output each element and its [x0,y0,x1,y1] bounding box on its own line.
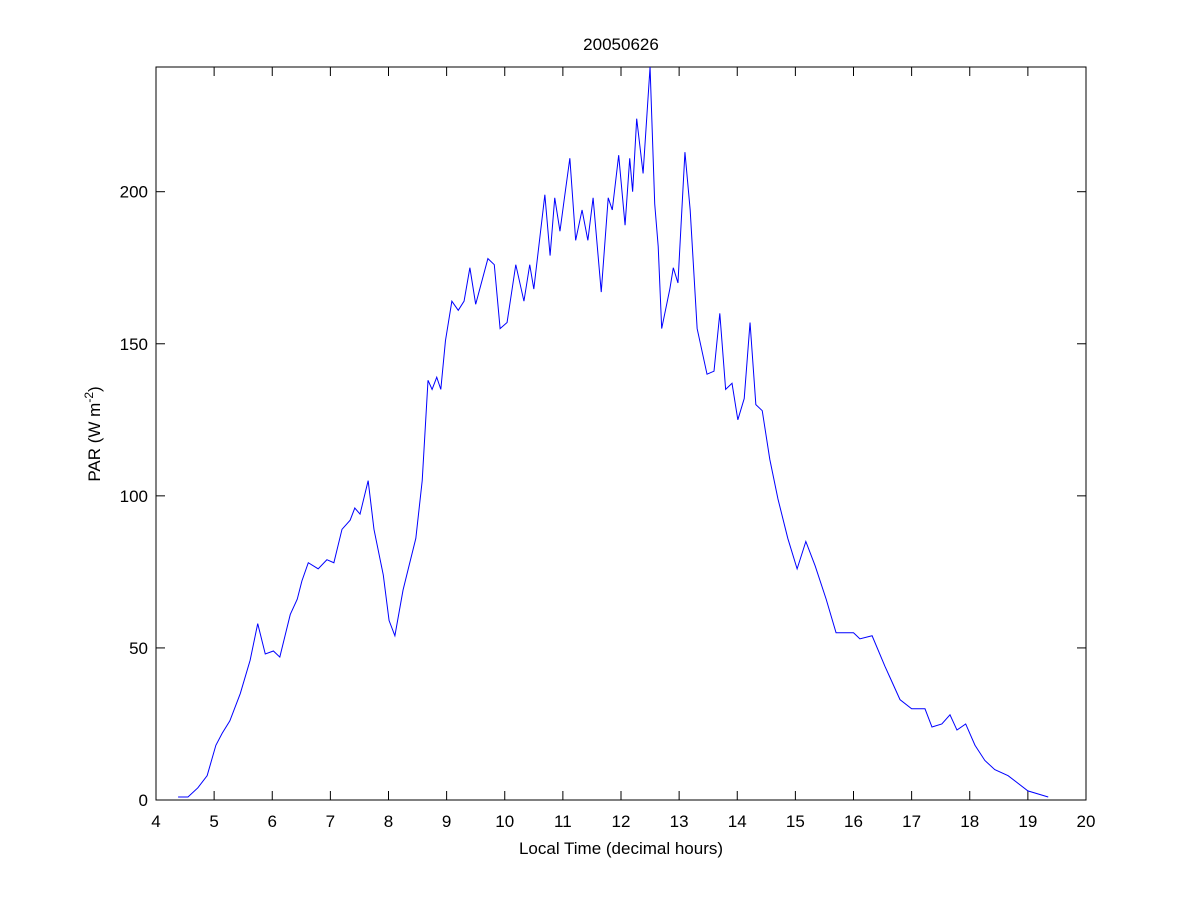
x-tick-label: 15 [786,812,805,831]
x-axis-label: Local Time (decimal hours) [519,839,723,858]
y-tick-label: 100 [120,487,148,506]
y-tick-label: 0 [139,791,148,810]
chart-title: 20050626 [583,35,659,54]
x-tick-label: 18 [960,812,979,831]
x-tick-label: 4 [151,812,160,831]
x-tick-label: 14 [728,812,747,831]
x-tick-label: 20 [1077,812,1096,831]
x-tick-label: 6 [268,812,277,831]
y-tick-label: 200 [120,183,148,202]
y-axis-label-part: PAR (W m [85,403,104,482]
y-tick-label: 150 [120,335,148,354]
x-tick-label: 19 [1018,812,1037,831]
x-tick-label: 8 [384,812,393,831]
y-axis-label-part: ) [85,386,104,392]
data-line [178,66,1049,798]
x-tick-label: 5 [209,812,218,831]
x-tick-label: 10 [495,812,514,831]
x-tick-label: 11 [554,812,572,831]
x-tick-label: 12 [612,812,631,831]
y-axis-label: PAR (W m-2) [82,386,104,481]
x-tick-label: 9 [442,812,451,831]
x-tick-label: 13 [670,812,689,831]
y-axis-label-superscript: -2 [82,392,96,403]
x-tick-label: 7 [326,812,335,831]
y-tick-label: 50 [129,639,148,658]
x-tick-label: 16 [844,812,863,831]
x-tick-label: 17 [902,812,921,831]
